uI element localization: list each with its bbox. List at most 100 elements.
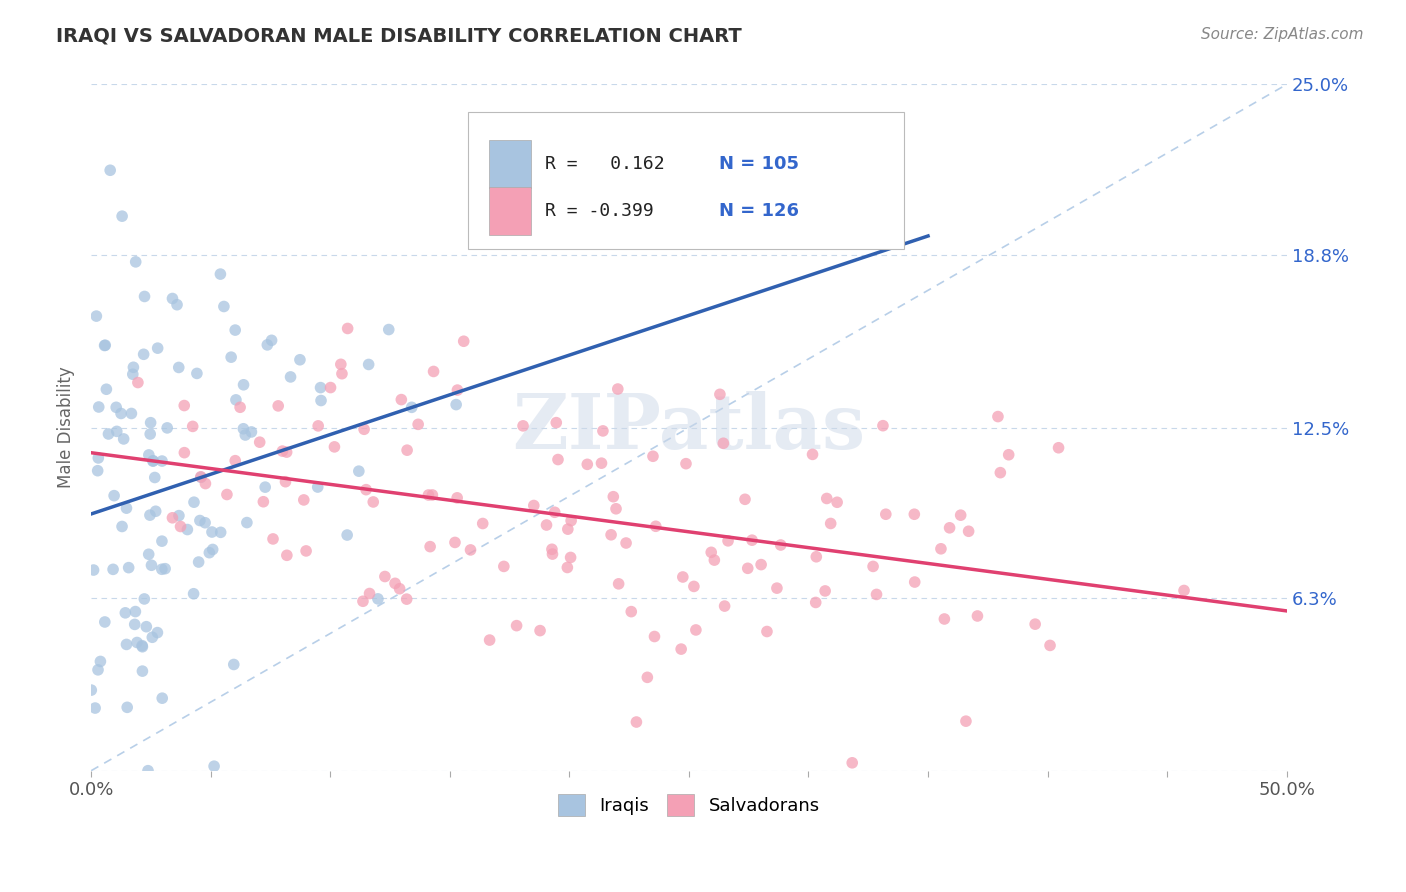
Point — [139, 416, 162, 430]
Point — [862, 559, 884, 574]
Point — [361, 495, 384, 509]
Point — [139, 427, 162, 442]
Point — [276, 445, 298, 459]
Point — [143, 470, 166, 484]
Point — [938, 521, 960, 535]
Point — [446, 383, 468, 397]
Point — [139, 508, 162, 523]
Point — [644, 519, 666, 533]
Point — [173, 445, 195, 459]
Point — [529, 624, 551, 638]
Point — [820, 516, 842, 531]
Point — [966, 609, 988, 624]
Point — [167, 360, 190, 375]
Point — [406, 417, 429, 432]
Point — [934, 612, 956, 626]
Point — [173, 399, 195, 413]
Point — [288, 352, 311, 367]
Point — [602, 490, 624, 504]
Point — [347, 464, 370, 478]
Point — [183, 495, 205, 509]
Point — [190, 470, 212, 484]
Point — [419, 540, 441, 554]
Point — [560, 550, 582, 565]
Point — [115, 501, 138, 516]
Point — [717, 533, 740, 548]
Point — [307, 418, 329, 433]
Text: ZIPatlas: ZIPatlas — [512, 391, 866, 465]
Point — [872, 418, 894, 433]
Point — [988, 466, 1011, 480]
Point — [138, 448, 160, 462]
Point — [190, 470, 212, 484]
Point — [127, 376, 149, 390]
Point — [201, 542, 224, 557]
Point — [150, 534, 173, 549]
Point — [176, 523, 198, 537]
Point — [209, 525, 232, 540]
Point — [240, 425, 263, 439]
Point — [89, 655, 111, 669]
Point — [713, 599, 735, 613]
Point — [641, 450, 664, 464]
Point — [444, 398, 467, 412]
Point — [267, 399, 290, 413]
Point — [560, 514, 582, 528]
Point — [101, 562, 124, 576]
Point — [112, 432, 135, 446]
Point — [150, 562, 173, 576]
Point — [546, 416, 568, 430]
Point — [105, 425, 128, 439]
Point — [224, 453, 246, 467]
Point — [1047, 441, 1070, 455]
Point — [201, 524, 224, 539]
Point — [254, 480, 277, 494]
Point — [276, 549, 298, 563]
Point — [183, 587, 205, 601]
Point — [309, 393, 332, 408]
Point — [737, 561, 759, 575]
Point — [523, 499, 546, 513]
Point — [955, 714, 977, 728]
Point — [576, 458, 599, 472]
Point — [167, 508, 190, 523]
Point — [135, 620, 157, 634]
Point — [825, 495, 848, 509]
Point — [132, 347, 155, 361]
Point — [222, 657, 245, 672]
Point — [188, 514, 211, 528]
Point — [374, 569, 396, 583]
Point — [323, 440, 346, 454]
Point — [121, 368, 143, 382]
Point — [512, 418, 534, 433]
Point — [734, 492, 756, 507]
Point — [330, 367, 353, 381]
Point — [146, 625, 169, 640]
Point — [169, 519, 191, 533]
Point — [83, 563, 105, 577]
Point — [142, 454, 165, 468]
Point — [87, 400, 110, 414]
Point — [841, 756, 863, 770]
Point — [766, 581, 789, 595]
Text: N = 126: N = 126 — [718, 202, 799, 219]
Point — [703, 553, 725, 567]
Point — [156, 421, 179, 435]
Point — [987, 409, 1010, 424]
Point — [212, 300, 235, 314]
Point — [181, 419, 204, 434]
Point — [557, 522, 579, 536]
Point — [111, 209, 134, 223]
Point — [260, 334, 283, 348]
Point — [142, 454, 165, 468]
Point — [669, 642, 692, 657]
Point — [166, 298, 188, 312]
Point — [219, 350, 242, 364]
Point — [336, 321, 359, 335]
Point — [84, 701, 107, 715]
Point — [949, 508, 972, 523]
Point — [122, 360, 145, 375]
Point — [274, 475, 297, 489]
Point — [280, 370, 302, 384]
Point — [186, 367, 208, 381]
